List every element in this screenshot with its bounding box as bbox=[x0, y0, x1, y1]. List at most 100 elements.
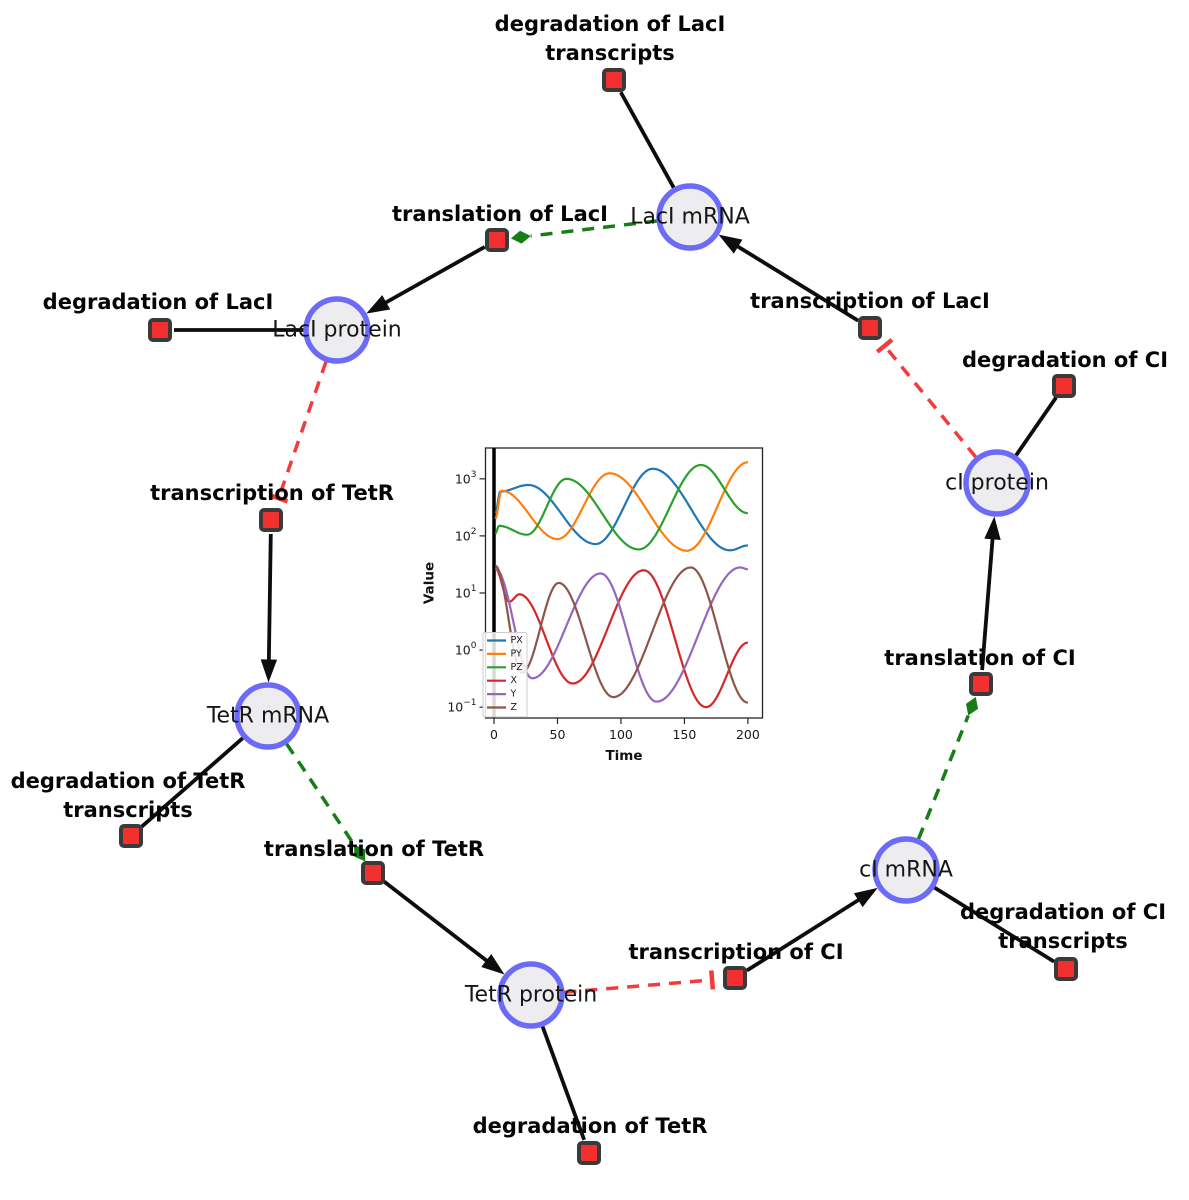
reaction-node-degradation-of-ci-transcripts bbox=[1054, 957, 1078, 981]
legend-label-Z: Z bbox=[511, 702, 518, 713]
species-node-tetr-protein bbox=[497, 961, 565, 1029]
reaction-label-translation-of-tetr: translation of TetR bbox=[264, 837, 484, 861]
chart-x-tick-label: 50 bbox=[550, 727, 566, 742]
inhibition-tee-icon bbox=[268, 493, 289, 504]
production-arrowhead-icon bbox=[984, 516, 1001, 540]
edge-modifier-laci-mrna-to-translation-of-laci bbox=[510, 219, 657, 244]
edge-consumption-tetr-protein-to-degradation-of-tetr bbox=[540, 1025, 586, 1141]
edges-layer bbox=[140, 91, 1058, 1141]
reaction-node-degradation-of-laci bbox=[148, 318, 172, 342]
edge-modifier-ci-mrna-to-translation-of-ci bbox=[916, 696, 979, 840]
species-node-ci-mrna bbox=[872, 836, 940, 904]
modifier-edge-line bbox=[916, 714, 970, 840]
species-node-laci-mrna bbox=[656, 183, 724, 251]
reaction-label-degradation-of-tetr-transcripts-line2: transcripts bbox=[63, 798, 193, 822]
modifier-diamond-icon bbox=[354, 844, 366, 862]
inhibition-tee-icon bbox=[709, 970, 716, 990]
production-arrowhead-icon bbox=[853, 887, 878, 908]
consumption-edge-line bbox=[540, 1025, 586, 1141]
chart-xaxis-label: Time bbox=[605, 748, 642, 764]
inset-chart: 0 50 100 150 20010−1100101102103TimeValuePXP… bbox=[422, 434, 779, 782]
legend-label-Y: Y bbox=[510, 689, 517, 700]
reaction-node-transcription-of-tetr bbox=[259, 508, 283, 532]
edge-production-translation-of-laci-to-laci-protein bbox=[366, 245, 486, 314]
edge-production-translation-of-ci-to-ci-protein bbox=[980, 516, 1001, 671]
edge-inhibition-laci-protein-to-transcription-of-tetr bbox=[268, 361, 328, 504]
reaction-label-degradation-of-ci-transcripts-line1: degradation of CI bbox=[960, 900, 1166, 924]
species-node-tetr-mrna bbox=[234, 682, 302, 750]
chart-series-Z bbox=[494, 564, 749, 704]
production-arrowhead-icon bbox=[260, 659, 278, 683]
reaction-label-transcription-of-laci: transcription of LacI bbox=[750, 289, 990, 313]
species-label-tetr-mrna: TetR mRNA bbox=[206, 704, 329, 729]
edge-consumption-tetr-mrna-to-degradation-of-tetr-transcripts bbox=[140, 736, 245, 829]
species-label-laci-protein: LacI protein bbox=[272, 318, 402, 343]
production-edge-line bbox=[734, 243, 860, 323]
chart-x-tick-label: 150 bbox=[672, 727, 696, 742]
reaction-node-degradation-of-tetr bbox=[577, 1141, 601, 1165]
species-label-ci-protein: cI protein bbox=[945, 471, 1049, 496]
chart-series-Y bbox=[495, 566, 749, 703]
modifier-diamond-icon bbox=[965, 696, 979, 716]
species-node-ci-protein bbox=[963, 449, 1031, 517]
species-label-laci-mrna: LacI mRNA bbox=[630, 205, 750, 230]
production-edge-line bbox=[745, 896, 862, 973]
legend-label-X: X bbox=[511, 675, 518, 686]
reaction-node-translation-of-tetr bbox=[361, 861, 385, 885]
inhibition-tee-icon bbox=[875, 338, 894, 354]
reaction-node-transcription-of-laci bbox=[858, 316, 882, 340]
legend-label-PZ: PZ bbox=[511, 662, 524, 673]
consumption-edge-line bbox=[619, 91, 676, 189]
legend-label-PY: PY bbox=[511, 648, 523, 659]
chart-series-PY bbox=[494, 461, 748, 552]
edge-consumption-ci-mrna-to-degradation-of-ci-transcripts bbox=[933, 886, 1056, 964]
modifier-edge-line bbox=[285, 742, 356, 846]
reaction-node-translation-of-laci bbox=[485, 228, 509, 252]
production-edge-line bbox=[980, 536, 995, 671]
edge-inhibition-tetr-protein-to-transcription-of-ci bbox=[564, 970, 716, 994]
reaction-label-transcription-of-ci: transcription of CI bbox=[628, 940, 843, 964]
edge-inhibition-ci-protein-to-transcription-of-laci bbox=[875, 338, 978, 459]
reaction-label-degradation-of-laci: degradation of LacI bbox=[43, 290, 274, 314]
species-label-tetr-protein: TetR protein bbox=[464, 983, 597, 1008]
consumption-edge-line bbox=[1014, 396, 1058, 457]
chart-series-PZ bbox=[494, 463, 748, 551]
reaction-label-degradation-of-ci-transcripts-line2: transcripts bbox=[998, 929, 1128, 953]
production-edge-line bbox=[266, 533, 273, 663]
nodes-layer bbox=[119, 68, 1078, 1165]
reaction-label-transcription-of-tetr: transcription of TetR bbox=[150, 481, 394, 505]
species-node-laci-protein bbox=[303, 296, 371, 364]
edge-consumption-ci-protein-to-degradation-of-ci bbox=[1014, 396, 1058, 457]
production-edge-line bbox=[382, 880, 490, 964]
production-arrowhead-icon bbox=[366, 295, 391, 314]
production-arrowhead-icon bbox=[481, 953, 505, 975]
consumption-edge-line bbox=[140, 736, 245, 829]
chart-x-tick-label: 100 bbox=[609, 727, 633, 742]
consumption-edge-line bbox=[933, 886, 1056, 964]
modifier-edge-line bbox=[530, 219, 657, 238]
reaction-node-degradation-of-tetr-transcripts bbox=[119, 824, 143, 848]
production-arrowhead-icon bbox=[718, 234, 743, 254]
species-label-ci-mrna: cI mRNA bbox=[859, 858, 953, 883]
reaction-label-degradation-of-laci-transcripts-line1: degradation of LacI bbox=[495, 12, 726, 36]
edge-production-translation-of-tetr-to-tetr-protein bbox=[382, 880, 505, 975]
edge-consumption-laci-mrna-to-degradation-of-laci-transcripts bbox=[619, 91, 676, 189]
edge-production-transcription-of-tetr-to-tetr-mrna bbox=[260, 533, 278, 683]
production-edge-line bbox=[382, 245, 486, 306]
reaction-node-transcription-of-ci bbox=[723, 966, 747, 990]
edge-production-transcription-of-laci-to-laci-mrna bbox=[718, 234, 860, 323]
chart-x-tick-label: 200 bbox=[736, 727, 760, 742]
chart-series-X bbox=[494, 567, 749, 709]
reaction-label-translation-of-laci: translation of LacI bbox=[392, 202, 608, 226]
chart-x-tick-label: 0 bbox=[490, 727, 498, 742]
reaction-node-degradation-of-ci bbox=[1052, 374, 1076, 398]
labels-layer: degradation of LacI transcripts translatio… bbox=[11, 12, 1168, 1138]
inhibition-edge-line bbox=[276, 361, 328, 499]
reaction-label-degradation-of-laci-transcripts-line2: transcripts bbox=[545, 41, 675, 65]
reaction-label-degradation-of-tetr-transcripts-line1: degradation of TetR bbox=[11, 769, 246, 793]
inhibition-edge-line bbox=[564, 978, 713, 994]
edge-production-transcription-of-ci-to-ci-mrna bbox=[745, 887, 878, 973]
reaction-node-degradation-of-laci-transcripts bbox=[602, 68, 626, 92]
